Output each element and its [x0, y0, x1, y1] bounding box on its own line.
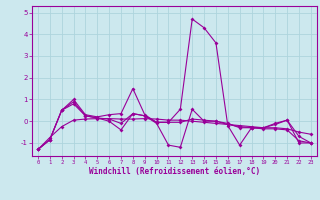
- X-axis label: Windchill (Refroidissement éolien,°C): Windchill (Refroidissement éolien,°C): [89, 167, 260, 176]
